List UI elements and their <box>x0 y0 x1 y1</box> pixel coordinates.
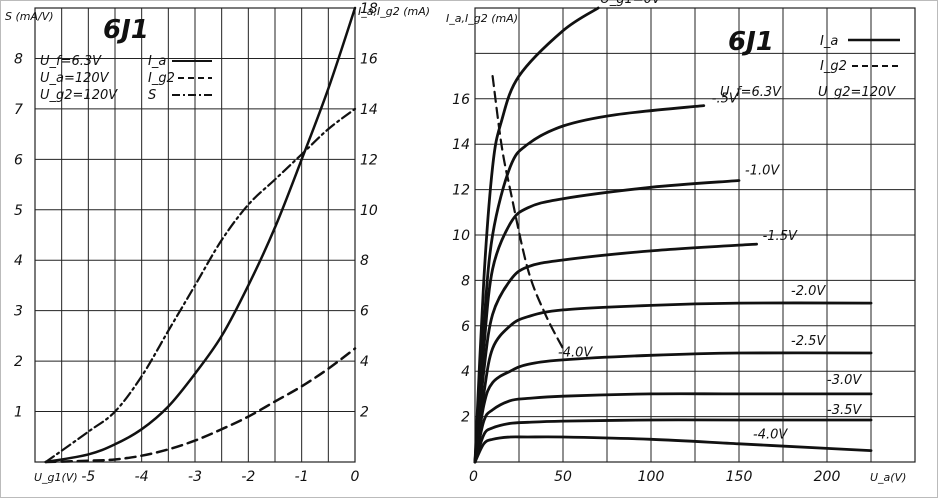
right-series-1 <box>473 104 706 464</box>
right-series-5 <box>473 351 873 464</box>
left-ylabel-left: S (mA/V) <box>5 10 54 23</box>
left-legend: I_a I_g2 S <box>148 54 212 103</box>
left-legend-ig2-label: I_g2 <box>148 71 175 86</box>
left-y-right-tick-label: 14 <box>360 102 378 118</box>
right-xlabel: U_a(V) <box>870 471 906 484</box>
right-series-3 <box>473 242 758 464</box>
left-y-tick-label: 3 <box>14 304 23 320</box>
right-x-tick-label: 50 <box>554 469 572 485</box>
right-y-tick-label: 8 <box>461 273 470 289</box>
left-x-tick-label: -3 <box>188 469 202 485</box>
left-y-tick-label: 2 <box>14 354 23 370</box>
left-title: 6J1 <box>103 15 149 45</box>
right-curve-label: -4.0V <box>558 346 593 361</box>
left-y-tick-label: 7 <box>14 102 23 118</box>
left-x-tick-label: -2 <box>241 469 255 485</box>
right-series-4 <box>473 301 873 464</box>
right-legend: I_a I_g2 <box>820 34 900 74</box>
right-curve-label: U_g1=0V <box>600 0 662 7</box>
right-curve-label: -3.0V <box>827 373 862 388</box>
right-curve-label: -1.5V <box>763 229 798 244</box>
left-y-right-ticks: 2 4 6 8 10 12 14 16 18 <box>360 1 378 421</box>
left-curves <box>44 6 357 464</box>
right-curve-label: -4.0V <box>753 428 788 443</box>
left-legend-s-label: S <box>148 88 156 103</box>
left-y-right-tick-label: 2 <box>360 405 369 421</box>
right-curve-label: -1.0V <box>745 164 780 179</box>
left-y-left-ticks: 1 2 3 4 5 6 7 8 <box>14 51 23 420</box>
right-series-2 <box>473 179 741 464</box>
right-param-uf: U_f=6.3V <box>720 85 782 100</box>
right-y-tick-label: 6 <box>461 319 470 335</box>
left-y-right-tick-label: 18 <box>360 1 378 17</box>
right-legend-ia-label: I_a <box>820 34 838 49</box>
left-param-ug2: U_g2=120V <box>40 88 118 103</box>
left-y-tick-label: 8 <box>14 51 23 67</box>
left-legend-ia-label: I_a <box>148 54 166 69</box>
left-y-tick-label: 4 <box>14 253 23 269</box>
right-frame <box>474 7 916 463</box>
left-y-tick-label: 6 <box>14 152 23 168</box>
right-curve-label: -.5V <box>712 92 739 107</box>
left-grid <box>35 8 355 462</box>
right-chart: 6J1 U_f=6.3V U_g2=120V I_a I_g2 I_a,I_g2… <box>446 0 916 485</box>
right-param-ug2: U_g2=120V <box>818 85 896 100</box>
right-curve-label: -3.5V <box>827 403 862 418</box>
left-param-uf: U_f=6.3V <box>40 54 102 69</box>
right-curve-label: -2.5V <box>791 334 826 349</box>
right-curve-label: -2.0V <box>791 284 826 299</box>
left-ylabel-right: I_a,I_g2 (mA) <box>358 5 430 18</box>
right-series-0 <box>473 6 600 464</box>
left-y-tick-label: 1 <box>14 405 23 421</box>
right-series-8 <box>473 435 873 464</box>
left-param-ua: U_a=120V <box>40 71 110 86</box>
left-x-tick-label: -5 <box>81 469 95 485</box>
left-series-s <box>44 107 357 464</box>
right-annotations: U_g1=0V -.5V -1.0V -1.5V -2.0V -2.5V -3.0V -3.5… <box>558 0 862 443</box>
right-y-tick-label: 12 <box>452 183 470 199</box>
right-x-ticks: 0 50 100 150 200 <box>469 469 840 485</box>
left-frame <box>34 7 356 463</box>
right-y-tick-label: 4 <box>461 364 470 380</box>
right-curves <box>473 6 873 464</box>
left-series-i-g2 <box>44 347 357 464</box>
right-series-6 <box>473 392 873 464</box>
left-x-ticks: -5 -4 -3 -2 -1 0 <box>81 469 359 485</box>
left-y-right-tick-label: 6 <box>360 304 369 320</box>
right-y-ticks: 2 4 6 8 10 12 14 16 <box>452 92 470 426</box>
left-x-tick-label: -4 <box>135 469 149 485</box>
right-y-tick-label: 16 <box>452 92 470 108</box>
left-x-tick-label: 0 <box>351 469 360 485</box>
right-x-tick-label: 150 <box>726 469 753 485</box>
right-y-tick-label: 2 <box>461 410 470 426</box>
left-y-right-tick-label: 4 <box>360 354 369 370</box>
right-series-9 <box>491 75 565 350</box>
right-x-tick-label: 100 <box>638 469 665 485</box>
right-y-tick-label: 14 <box>452 137 470 153</box>
left-y-right-tick-label: 8 <box>360 253 369 269</box>
left-x-tick-label: -1 <box>295 469 309 485</box>
left-y-right-tick-label: 10 <box>360 203 378 219</box>
right-legend-ig2-label: I_g2 <box>820 59 847 74</box>
right-y-tick-label: 10 <box>452 228 470 244</box>
left-y-right-tick-label: 12 <box>360 152 378 168</box>
right-ylabel: I_a,I_g2 (mA) <box>446 12 518 25</box>
right-x-tick-label: 0 <box>469 469 478 485</box>
right-title: 6J1 <box>728 27 774 57</box>
left-chart: 6J1 U_f=6.3V U_a=120V U_g2=120V I_a I_g2… <box>5 1 430 485</box>
left-xlabel: U_g1(V) <box>34 471 78 484</box>
left-y-right-tick-label: 16 <box>360 51 378 67</box>
right-series-7 <box>473 418 873 464</box>
right-x-tick-label: 200 <box>814 469 841 485</box>
left-series-i-a <box>44 6 357 464</box>
left-y-tick-label: 5 <box>14 203 23 219</box>
